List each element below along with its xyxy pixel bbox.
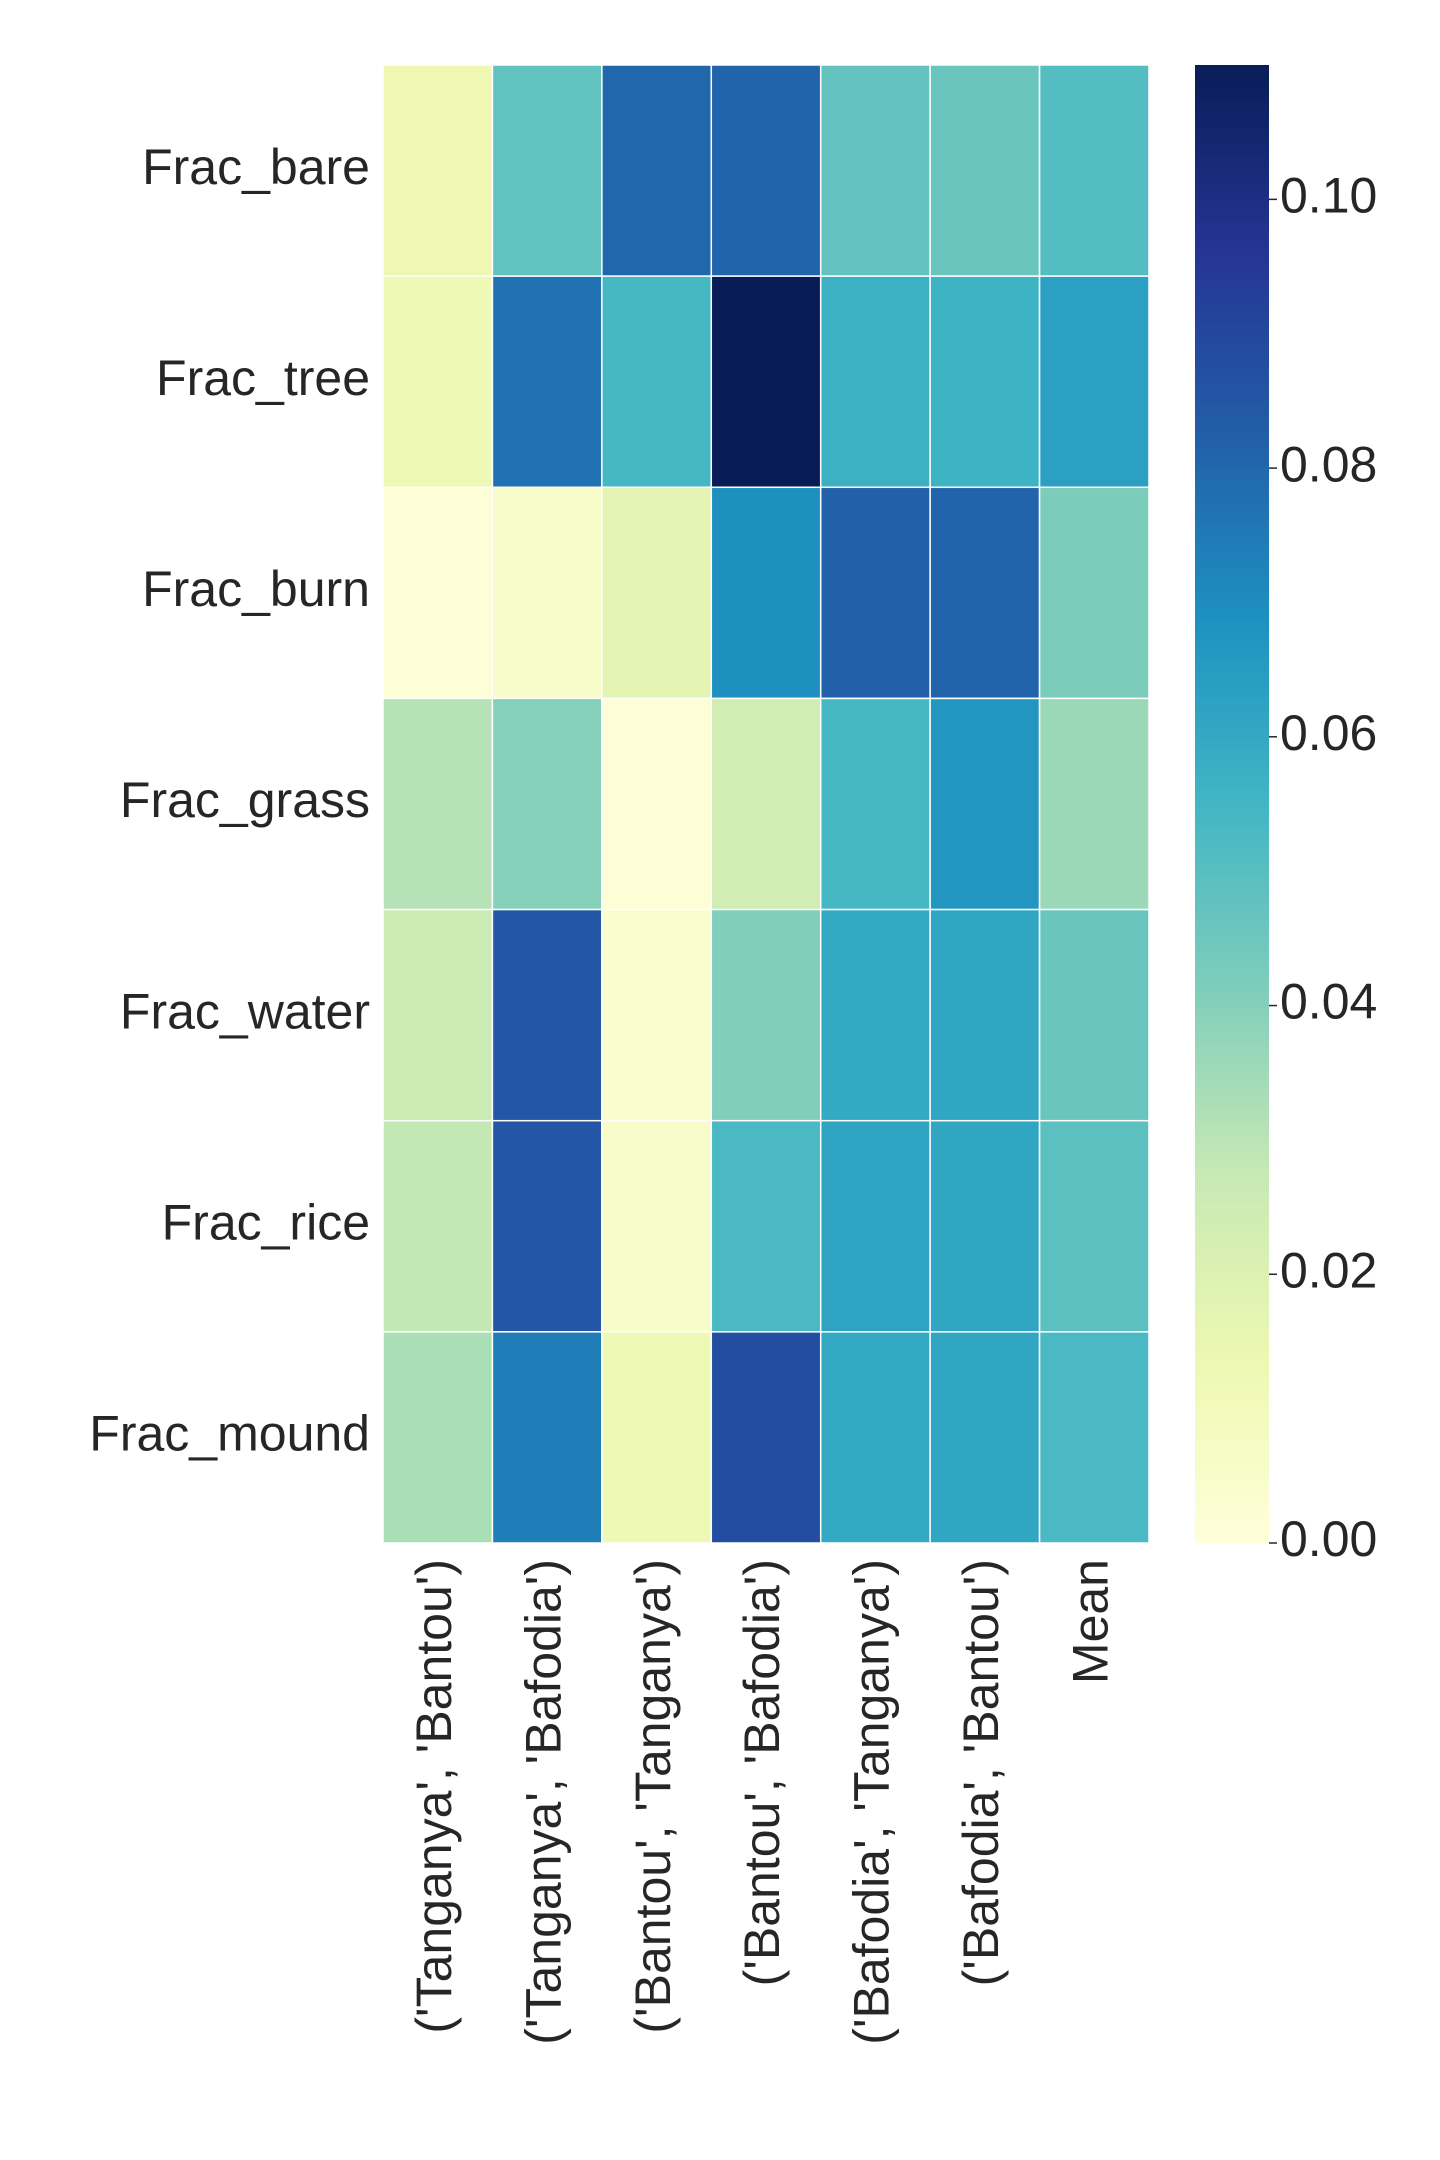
row-label: Frac_burn — [142, 561, 370, 617]
colorbar-tick-label: 0.00 — [1280, 1511, 1377, 1567]
heatmap-cell — [382, 275, 494, 489]
heatmap-cell — [491, 275, 603, 489]
colorbar-tick-label: 0.04 — [1280, 974, 1377, 1030]
heatmap-cell — [601, 1331, 713, 1544]
heatmap-cell — [929, 275, 1041, 489]
heatmap-cell — [819, 275, 931, 489]
heatmap-cell — [929, 486, 1041, 700]
column-label: Mean — [1062, 1559, 1118, 1684]
row-label: Frac_grass — [120, 772, 370, 828]
row-label: Frac_water — [120, 983, 370, 1039]
heatmap-cell — [601, 908, 713, 1122]
row-label: Frac_rice — [162, 1194, 370, 1250]
row-label: Frac_bare — [142, 139, 370, 195]
heatmap-cell — [929, 908, 1041, 1122]
column-label: ('Tanganya', 'Bafodia') — [515, 1559, 571, 2045]
heatmap-cell — [491, 697, 603, 911]
heatmap-cell — [710, 908, 822, 1122]
row-label: Frac_mound — [89, 1406, 370, 1462]
heatmap-cell — [1038, 275, 1150, 489]
colorbar — [1195, 65, 1269, 1543]
heatmap-cell — [491, 64, 603, 277]
heatmap-cell — [710, 697, 822, 911]
heatmap-cell — [382, 697, 494, 911]
colorbar-tick-label: 0.10 — [1280, 168, 1377, 224]
colorbar-ticks: 0.00 0.02 0.04 0.06 0.08 0.10 — [1269, 168, 1377, 1567]
colorbar-tick-label: 0.08 — [1280, 436, 1377, 492]
heatmap-cell — [382, 486, 494, 700]
heatmap-cell — [601, 697, 713, 911]
heatmap-cell — [1038, 64, 1150, 277]
column-label: ('Bantou', 'Tanganya') — [625, 1559, 681, 2034]
heatmap-cell — [491, 1331, 603, 1544]
heatmap-cell — [601, 1119, 713, 1333]
heatmap-cell — [929, 697, 1041, 911]
heatmap-cell — [601, 486, 713, 700]
heatmap-cell — [819, 1331, 931, 1544]
colorbar-tick-label: 0.06 — [1280, 705, 1377, 761]
heatmap-cell — [819, 64, 931, 277]
heatmap-cell — [1038, 697, 1150, 911]
heatmap-cell — [929, 1119, 1041, 1333]
heatmap-cell — [601, 64, 713, 277]
heatmap-cell — [710, 1119, 822, 1333]
heatmap-cell — [819, 697, 931, 911]
column-label: ('Bafodia', 'Bantou') — [953, 1559, 1009, 1986]
column-label: ('Tanganya', 'Bantou') — [406, 1559, 462, 2034]
heatmap-cell — [382, 1119, 494, 1333]
heatmap-cell — [710, 486, 822, 700]
heatmap-cell — [601, 275, 713, 489]
heatmap-cell — [491, 486, 603, 700]
heatmap-cell — [382, 908, 494, 1122]
colorbar-tick-label: 0.02 — [1280, 1242, 1377, 1298]
heatmap-cell — [710, 1331, 822, 1544]
heatmap-cell — [491, 908, 603, 1122]
heatmap-cells — [382, 64, 1150, 1544]
row-label: Frac_tree — [156, 350, 370, 406]
heatmap-cell — [819, 486, 931, 700]
heatmap-cell — [710, 275, 822, 489]
heatmap-cell — [929, 1331, 1041, 1544]
column-labels: ('Tanganya', 'Bantou') ('Tanganya', 'Bafo… — [406, 1559, 1119, 2045]
heatmap-cell — [382, 1331, 494, 1544]
heatmap-cell — [382, 64, 494, 277]
heatmap-cell — [710, 64, 822, 277]
heatmap-cell — [1038, 1331, 1150, 1544]
heatmap-cell — [819, 1119, 931, 1333]
heatmap-cell — [929, 64, 1041, 277]
heatmap-cell — [819, 908, 931, 1122]
heatmap-cell — [1038, 1119, 1150, 1333]
heatmap-cell — [491, 1119, 603, 1333]
heatmap-cell — [1038, 486, 1150, 700]
column-label: ('Bafodia', 'Tanganya') — [844, 1559, 900, 2045]
column-label: ('Bantou', 'Bafodia') — [734, 1559, 790, 1986]
heatmap-cell — [1038, 908, 1150, 1122]
row-labels: Frac_bare Frac_tree Frac_burn Frac_grass Fra… — [89, 139, 370, 1462]
